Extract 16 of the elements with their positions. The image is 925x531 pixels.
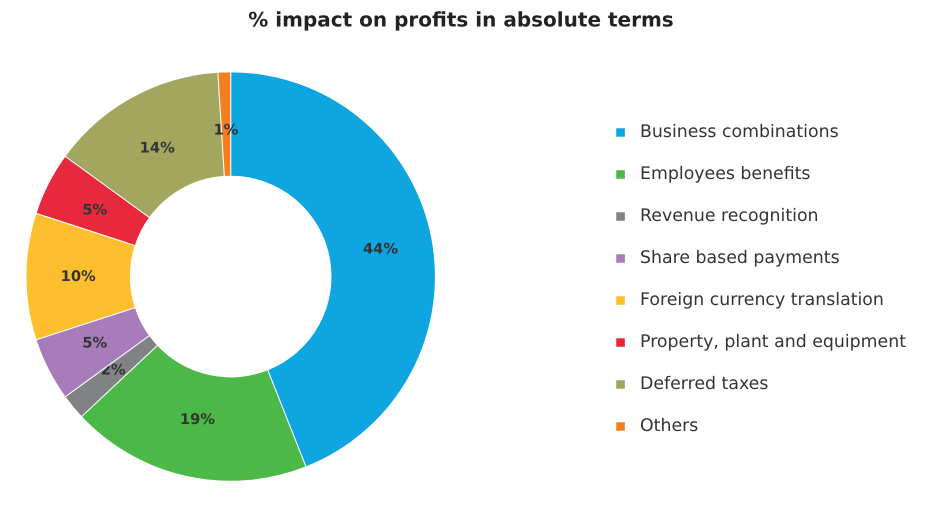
- legend-label: Property, plant and equipment: [640, 332, 906, 352]
- data-label: 44%: [362, 240, 398, 258]
- data-label: 10%: [60, 268, 96, 286]
- legend-label: Revenue recognition: [640, 206, 819, 226]
- chart-title: % impact on profits in absolute terms: [248, 8, 674, 32]
- data-label: 19%: [180, 411, 216, 428]
- data-label: 5%: [82, 334, 108, 352]
- legend-label: Employees benefits: [640, 164, 810, 184]
- data-label: 14%: [140, 140, 176, 157]
- legend-label: Business combinations: [640, 122, 839, 142]
- legend-label: Others: [640, 416, 698, 436]
- data-label: 1%: [213, 122, 239, 139]
- legend-label: Share based payments: [640, 248, 840, 268]
- legend-label: Deferred taxes: [640, 374, 768, 394]
- legend-label: Foreign currency translation: [640, 290, 884, 310]
- data-label: 5%: [82, 202, 108, 218]
